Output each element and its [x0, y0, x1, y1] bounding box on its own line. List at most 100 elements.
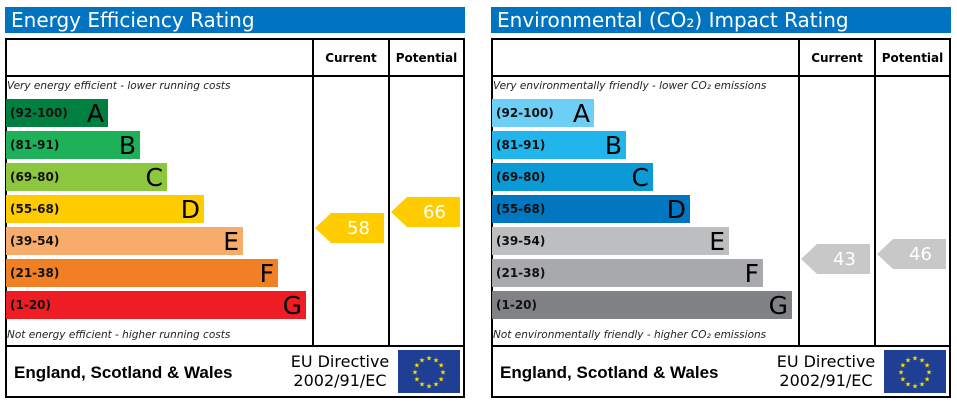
band-a: (92-100) A: [492, 99, 594, 128]
band-letter: D: [666, 195, 686, 224]
svg-text:★: ★: [438, 376, 444, 384]
svg-text:★: ★: [433, 356, 439, 364]
band-c: (69-80) C: [492, 163, 653, 192]
band-letter: D: [180, 195, 200, 224]
header-divider: [493, 75, 949, 77]
footer-divider: [493, 345, 949, 347]
arrow-shape: [801, 244, 870, 275]
potential-header: Potential: [881, 51, 944, 65]
column-divider: [312, 40, 314, 345]
current-rating-value: 58: [347, 218, 370, 239]
band-letter: F: [259, 259, 274, 288]
potential-rating-arrow: 46: [877, 239, 946, 269]
band-letter: E: [223, 227, 239, 256]
band-b: (81-91) B: [492, 131, 626, 160]
arrow-shape: [391, 197, 460, 227]
band-letter: C: [145, 163, 163, 192]
current-header: Current: [325, 51, 377, 65]
bottom-note: Not energy efficient - higher running co…: [7, 329, 231, 341]
svg-text:★: ★: [912, 383, 918, 391]
band-letter: G: [768, 291, 788, 320]
potential-rating-value: 66: [423, 202, 446, 223]
band-range: (1-20): [10, 298, 51, 312]
band-range: (55-68): [10, 202, 60, 216]
band-range: (21-38): [496, 266, 546, 280]
current-header: Current: [811, 51, 863, 65]
svg-text:★: ★: [898, 369, 904, 377]
svg-text:★: ★: [900, 376, 906, 384]
band-letter: G: [282, 291, 302, 320]
header-divider: [7, 75, 463, 77]
eu-directive-line2: 2002/91/EC: [293, 371, 387, 390]
svg-text:★: ★: [433, 381, 439, 389]
svg-text:★: ★: [412, 369, 418, 377]
svg-text:★: ★: [919, 356, 925, 364]
eu-directive-line2: 2002/91/EC: [779, 371, 873, 390]
current-rating-arrow: 43: [801, 244, 870, 275]
svg-text:★: ★: [419, 356, 425, 364]
band-letter: E: [709, 227, 725, 256]
band-e: (39-54) E: [492, 227, 729, 256]
svg-text:★: ★: [414, 362, 420, 370]
band-range: (39-54): [496, 234, 546, 248]
band-range: (39-54): [10, 234, 60, 248]
band-letter: B: [118, 131, 136, 160]
band-d: (55-68) D: [6, 195, 204, 224]
band-range: (81-91): [496, 138, 546, 152]
arrow-shape: [877, 239, 946, 269]
energy-efficiency-panel: Energy Efficiency Rating Current Potential…: [5, 7, 465, 398]
eu-directive-line1: EU Directive: [290, 352, 390, 371]
svg-text:★: ★: [419, 381, 425, 389]
bottom-note: Not environmentally friendly - higher CO…: [493, 329, 767, 341]
column-divider: [388, 40, 390, 345]
eu-flag-icon: ★ ★ ★ ★ ★ ★ ★ ★ ★ ★ ★ ★: [884, 350, 946, 393]
band-b: (81-91) B: [6, 131, 140, 160]
svg-text:★: ★: [912, 355, 918, 363]
arrow-shape: [315, 213, 384, 243]
potential-header: Potential: [395, 51, 458, 65]
svg-text:★: ★: [905, 381, 911, 389]
band-g: (1-20) G: [492, 291, 792, 320]
svg-text:★: ★: [919, 381, 925, 389]
band-range: (92-100): [496, 106, 554, 120]
eu-directive: EU Directive 2002/91/EC: [285, 352, 395, 390]
band-range: (1-20): [496, 298, 537, 312]
band-range: (81-91): [10, 138, 60, 152]
band-range: (92-100): [10, 106, 68, 120]
svg-text:★: ★: [926, 369, 932, 377]
column-divider: [874, 40, 876, 345]
column-divider: [798, 40, 800, 345]
chart-title: Environmental (CO₂) Impact Rating: [491, 7, 951, 33]
potential-rating-arrow: 66: [391, 197, 460, 227]
svg-text:★: ★: [426, 355, 432, 363]
eu-directive-line1: EU Directive: [776, 352, 876, 371]
band-letter: B: [604, 131, 622, 160]
footer-country: England, Scotland & Wales: [500, 363, 719, 382]
band-c: (69-80) C: [6, 163, 167, 192]
svg-text:★: ★: [438, 362, 444, 370]
top-note: Very environmentally friendly - lower CO…: [493, 80, 767, 92]
band-a: (92-100) A: [6, 99, 108, 128]
chart-title: Energy Efficiency Rating: [5, 7, 465, 33]
footer-divider: [7, 345, 463, 347]
svg-text:★: ★: [440, 369, 446, 377]
band-f: (21-38) F: [492, 259, 763, 288]
band-d: (55-68) D: [492, 195, 690, 224]
svg-text:★: ★: [900, 362, 906, 370]
band-letter: F: [744, 259, 759, 288]
svg-text:★: ★: [924, 376, 930, 384]
svg-text:★: ★: [905, 356, 911, 364]
band-range: (55-68): [496, 202, 546, 216]
band-range: (69-80): [496, 170, 546, 184]
band-range: (69-80): [10, 170, 60, 184]
svg-text:★: ★: [924, 362, 930, 370]
band-e: (39-54) E: [6, 227, 243, 256]
footer-country: England, Scotland & Wales: [14, 363, 233, 382]
potential-rating-value: 46: [909, 244, 932, 265]
svg-text:★: ★: [426, 383, 432, 391]
current-rating-arrow: 58: [315, 213, 384, 243]
current-rating-value: 43: [833, 249, 856, 271]
band-range: (21-38): [10, 266, 60, 280]
eu-flag-icon: ★ ★ ★ ★ ★ ★ ★ ★ ★ ★ ★ ★: [398, 350, 460, 393]
eu-directive: EU Directive 2002/91/EC: [771, 352, 881, 390]
